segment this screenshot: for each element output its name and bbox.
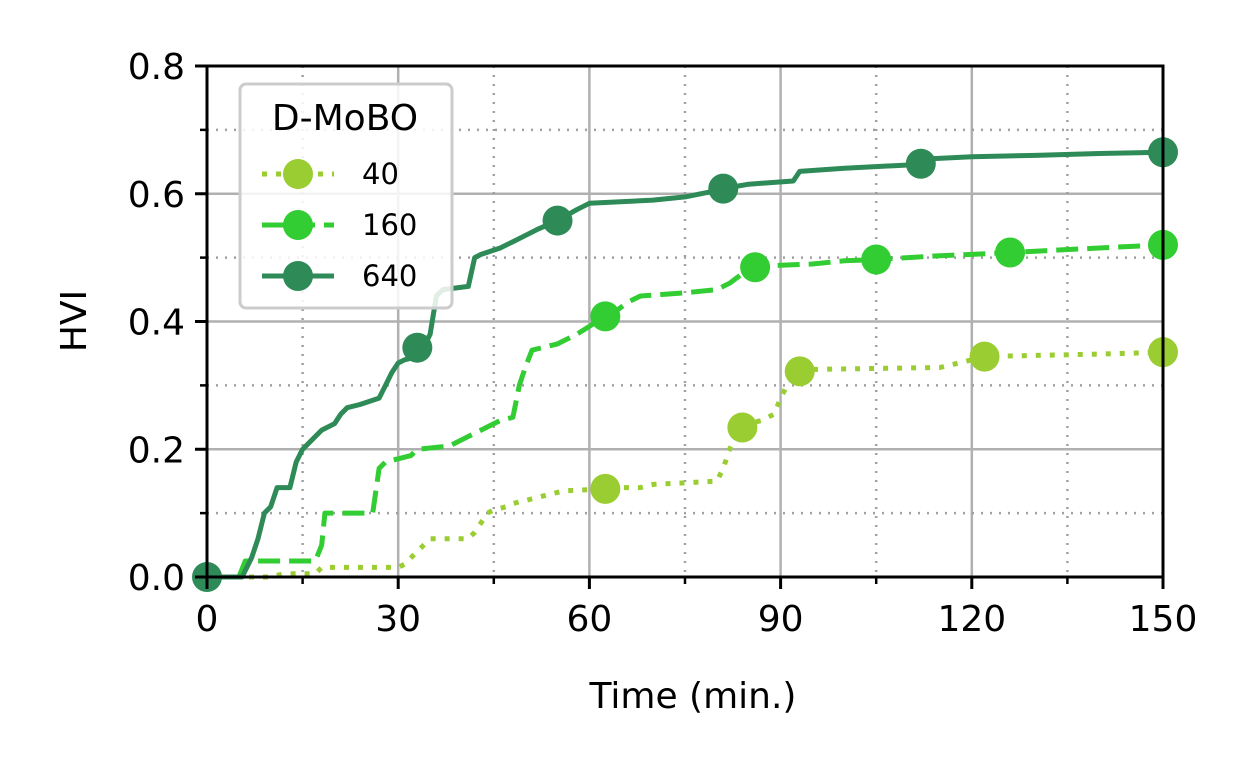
series-40-marker-2 (784, 356, 815, 387)
legend-series-640-label: 640 (362, 259, 417, 293)
x-axis-label: Time (min.) (589, 676, 797, 717)
legend-series-40-marker (283, 159, 313, 189)
series-40-marker-0 (590, 473, 621, 504)
series-640-marker-3 (708, 173, 739, 204)
series-640-marker-4 (905, 148, 936, 179)
legend-series-40-label: 40 (362, 157, 399, 191)
series-640-marker-1 (402, 332, 433, 363)
y-tick-label-4: 0.8 (128, 47, 185, 88)
series-160-marker-1 (740, 252, 771, 283)
x-tick-label-4: 120 (937, 599, 1006, 640)
marker-layer (192, 137, 1178, 592)
legend-title: D-MoBO (272, 98, 418, 139)
legend-series-640-marker (283, 261, 313, 291)
legend-entries: 40 160 640 (262, 157, 417, 293)
legend: D-MoBO 40 160 640 (238, 82, 454, 310)
legend-box (238, 82, 454, 310)
x-tick-label-1: 30 (375, 599, 421, 640)
legend-series-160-marker (283, 210, 313, 240)
y-tick-label-2: 0.4 (128, 303, 185, 344)
ticks: 0 30 60 90 120 150 0.0 0.2 0.4 0.6 0.8 (128, 47, 1198, 640)
x-tick-label-2: 60 (566, 599, 612, 640)
y-tick-label-3: 0.6 (128, 175, 185, 216)
series-40-marker-3 (969, 341, 1000, 372)
x-tick-label-5: 150 (1129, 599, 1198, 640)
series-40-line (210, 349, 1164, 580)
legend-series-160-label: 160 (362, 208, 417, 242)
series-160-marker-3 (995, 237, 1026, 268)
series-640-marker-2 (542, 205, 573, 236)
series-160-marker-2 (861, 244, 892, 275)
x-tick-label-3: 90 (758, 599, 804, 640)
x-tick-label-0: 0 (196, 599, 219, 640)
y-tick-label-1: 0.2 (128, 430, 185, 471)
y-tick-label-0: 0.0 (128, 558, 185, 599)
series-40-marker-1 (727, 412, 758, 443)
y-axis-label: HVI (54, 290, 95, 352)
series-160-marker-0 (590, 301, 621, 332)
